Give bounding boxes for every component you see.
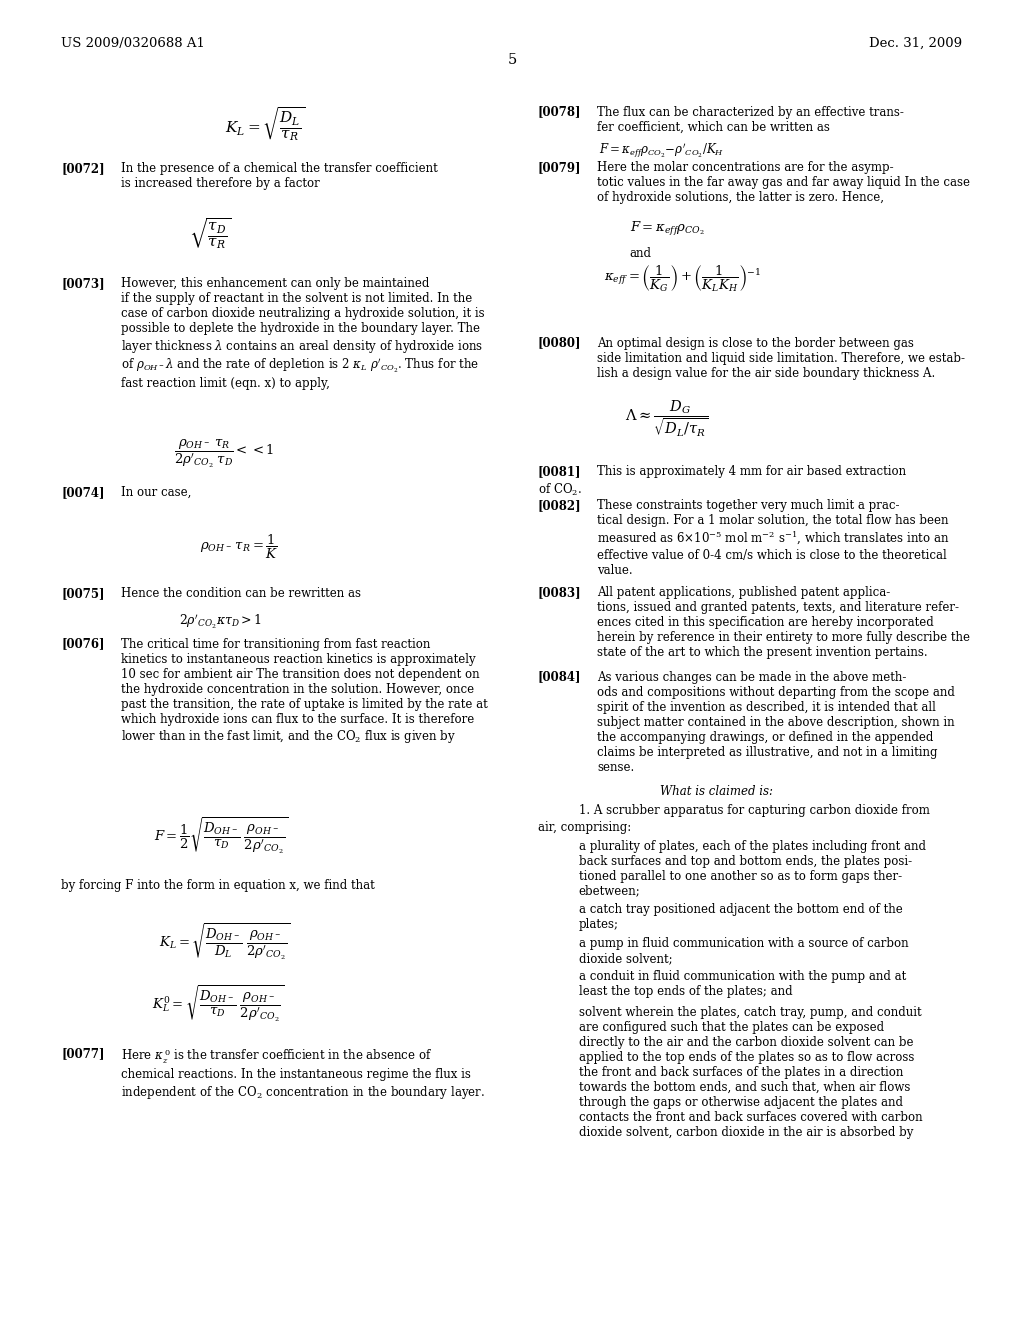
Text: [0080]: [0080] (538, 337, 581, 350)
Text: [0079]: [0079] (538, 161, 581, 174)
Text: What is claimed is:: What is claimed is: (660, 785, 773, 799)
Text: Here $\kappa_z^{\,0}$ is the transfer coefficient in the absence of
chemical rea: Here $\kappa_z^{\,0}$ is the transfer co… (121, 1047, 484, 1101)
Text: In the presence of a chemical the transfer coefficient
is increased therefore by: In the presence of a chemical the transf… (121, 162, 437, 190)
Text: Hence the condition can be rewritten as: Hence the condition can be rewritten as (121, 587, 360, 601)
Text: a pump in fluid communication with a source of carbon
dioxide solvent;: a pump in fluid communication with a sou… (579, 937, 908, 965)
Text: $\rho_{OH^-}\,\tau_R = \dfrac{1}{K}$: $\rho_{OH^-}\,\tau_R = \dfrac{1}{K}$ (200, 533, 278, 561)
Text: a plurality of plates, each of the plates including front and
back surfaces and : a plurality of plates, each of the plate… (579, 840, 926, 898)
Text: $F = \kappa_{eff}\rho_{CO_2}$: $F = \kappa_{eff}\rho_{CO_2}$ (630, 220, 705, 239)
Text: $\kappa_{eff} = \left(\dfrac{1}{K_G}\right) + \left(\dfrac{1}{K_L K_H}\right)^{-: $\kappa_{eff} = \left(\dfrac{1}{K_G}\rig… (604, 264, 762, 294)
Text: $F = \dfrac{1}{2}\sqrt{\dfrac{D_{OH^-}}{\tau_D}\;\dfrac{\rho_{OH^-}}{2\rho'_{CO_: $F = \dfrac{1}{2}\sqrt{\dfrac{D_{OH^-}}{… (154, 816, 288, 857)
Text: This is approximately 4 mm for air based extraction: This is approximately 4 mm for air based… (597, 465, 906, 478)
Text: The flux can be characterized by an effective trans-
fer coefficient, which can : The flux can be characterized by an effe… (597, 106, 904, 133)
Text: [0082]: [0082] (538, 499, 582, 512)
Text: $\dfrac{\rho_{OH^-}\;\tau_R}{2\rho'_{CO_2}\;\tau_D} << 1$: $\dfrac{\rho_{OH^-}\;\tau_R}{2\rho'_{CO_… (174, 438, 274, 470)
Text: The critical time for transitioning from fast reaction
kinetics to instantaneous: The critical time for transitioning from… (121, 638, 487, 744)
Text: $K_L^0 = \sqrt{\dfrac{D_{OH^-}}{\tau_D}\;\dfrac{\rho_{OH^-}}{2\rho'_{CO_2}}}$: $K_L^0 = \sqrt{\dfrac{D_{OH^-}}{\tau_D}\… (152, 983, 284, 1024)
Text: These constraints together very much limit a prac-
tical design. For a 1 molar s: These constraints together very much lim… (597, 499, 949, 577)
Text: All patent applications, published patent applica-
tions, issued and granted pat: All patent applications, published paten… (597, 586, 970, 659)
Text: of CO$_2$.: of CO$_2$. (538, 482, 582, 498)
Text: An optimal design is close to the border between gas
side limitation and liquid : An optimal design is close to the border… (597, 337, 965, 380)
Text: $K_L = \sqrt{\dfrac{D_L}{\tau_R}}$: $K_L = \sqrt{\dfrac{D_L}{\tau_R}}$ (225, 106, 305, 143)
Text: [0072]: [0072] (61, 162, 105, 176)
Text: [0084]: [0084] (538, 671, 581, 684)
Text: [0076]: [0076] (61, 638, 104, 651)
Text: Dec. 31, 2009: Dec. 31, 2009 (869, 37, 963, 50)
Text: [0081]: [0081] (538, 465, 581, 478)
Text: [0083]: [0083] (538, 586, 582, 599)
Text: air, comprising:: air, comprising: (538, 821, 631, 834)
Text: a catch tray positioned adjacent the bottom end of the
plates;: a catch tray positioned adjacent the bot… (579, 903, 902, 931)
Text: Here the molar concentrations are for the asymp-
totic values in the far away ga: Here the molar concentrations are for th… (597, 161, 970, 205)
Text: [0077]: [0077] (61, 1047, 104, 1060)
Text: 5: 5 (507, 53, 517, 67)
Text: [0073]: [0073] (61, 277, 105, 290)
Text: 1. A scrubber apparatus for capturing carbon dioxide from: 1. A scrubber apparatus for capturing ca… (579, 804, 930, 817)
Text: a conduit in fluid communication with the pump and at
least the top ends of the : a conduit in fluid communication with th… (579, 970, 906, 998)
Text: $\Lambda \approx \dfrac{D_G}{\sqrt{D_L/\tau_R}}$: $\Lambda \approx \dfrac{D_G}{\sqrt{D_L/\… (625, 399, 709, 440)
Text: $2\rho'_{CO_2}\kappa\tau_D{>}1$: $2\rho'_{CO_2}\kappa\tau_D{>}1$ (179, 612, 262, 631)
Text: However, this enhancement can only be maintained
if the supply of reactant in th: However, this enhancement can only be ma… (121, 277, 484, 391)
Text: by forcing F into the form in equation x, we find that: by forcing F into the form in equation x… (61, 879, 375, 892)
Text: US 2009/0320688 A1: US 2009/0320688 A1 (61, 37, 206, 50)
Text: $K_L = \sqrt{\dfrac{D_{OH^-}}{D_L}\;\dfrac{\rho_{OH^-}}{2\rho'_{CO_2}}}$: $K_L = \sqrt{\dfrac{D_{OH^-}}{D_L}\;\dfr… (159, 921, 290, 962)
Text: As various changes can be made in the above meth-
ods and compositions without d: As various changes can be made in the ab… (597, 671, 954, 774)
Text: $F{=}\kappa_{eff}\rho_{CO_2}{-}\rho'_{CO_2}/K_H$: $F{=}\kappa_{eff}\rho_{CO_2}{-}\rho'_{CO… (599, 141, 724, 160)
Text: [0074]: [0074] (61, 486, 104, 499)
Text: In our case,: In our case, (121, 486, 191, 499)
Text: $\sqrt{\dfrac{\tau_D}{\tau_R}}$: $\sqrt{\dfrac{\tau_D}{\tau_R}}$ (189, 216, 231, 251)
Text: [0078]: [0078] (538, 106, 581, 119)
Text: and: and (630, 247, 651, 260)
Text: [0075]: [0075] (61, 587, 104, 601)
Text: solvent wherein the plates, catch tray, pump, and conduit
are configured such th: solvent wherein the plates, catch tray, … (579, 1006, 923, 1139)
